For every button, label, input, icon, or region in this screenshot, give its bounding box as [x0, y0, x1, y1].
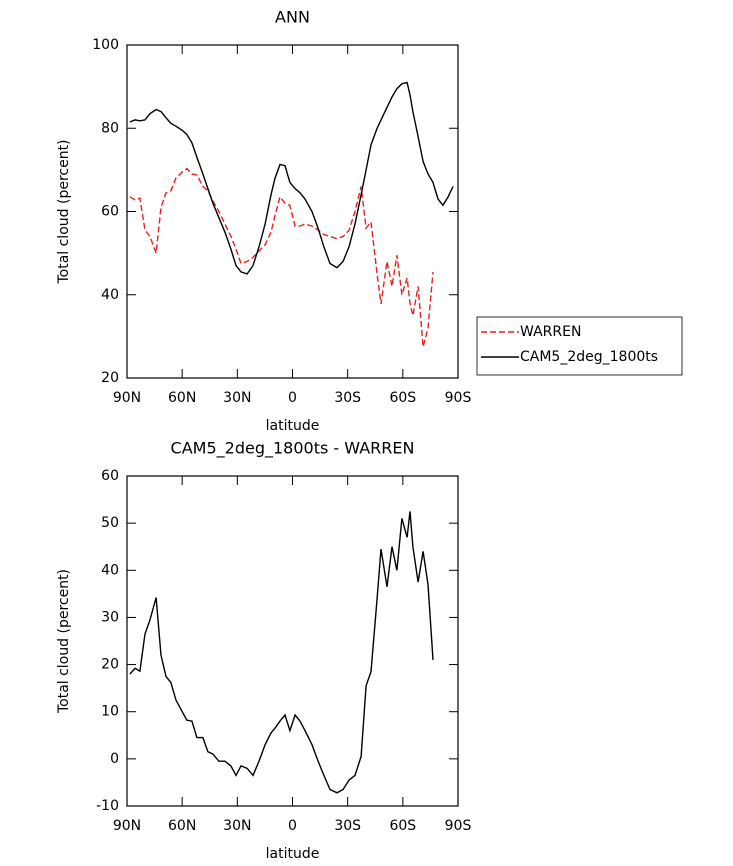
legend-label: CAM5_2deg_1800ts	[520, 349, 658, 365]
legend-label: WARREN	[520, 324, 581, 340]
data-line	[129, 511, 434, 794]
data-line	[129, 81, 454, 275]
x-tick-label: 0	[288, 818, 297, 834]
y-tick-label: 60	[101, 468, 119, 484]
y-tick-label: 0	[110, 751, 119, 767]
x-tick-label: 30N	[223, 818, 251, 834]
y-axis-label: Total cloud (percent)	[56, 569, 72, 714]
x-axis-label: latitude	[266, 418, 320, 434]
x-tick-label: 90N	[113, 390, 141, 406]
x-tick-label: 30S	[334, 818, 361, 834]
x-tick-label: 30S	[334, 390, 361, 406]
y-tick-label: 60	[101, 204, 119, 220]
y-tick-label: 20	[101, 370, 119, 386]
x-tick-label: 60N	[168, 390, 196, 406]
x-tick-label: 90S	[445, 818, 472, 834]
x-tick-label: 90S	[445, 390, 472, 406]
legend-box	[476, 316, 683, 376]
chart-title: CAM5_2deg_1800ts - WARREN	[171, 439, 415, 459]
y-tick-label: 80	[101, 120, 119, 136]
x-tick-label: 60N	[168, 818, 196, 834]
data-line	[129, 167, 434, 347]
y-tick-label: 40	[101, 287, 119, 303]
x-axis-label: latitude	[266, 846, 320, 862]
y-tick-label: -10	[96, 798, 119, 814]
y-tick-label: 100	[92, 37, 119, 53]
y-tick-label: 30	[101, 609, 119, 625]
y-tick-label: 40	[101, 562, 119, 578]
x-tick-label: 30N	[223, 390, 251, 406]
chart-title: ANN	[275, 8, 310, 27]
plot-frame	[126, 44, 459, 379]
y-tick-label: 20	[101, 657, 119, 673]
x-tick-label: 0	[288, 390, 297, 406]
x-tick-label: 90N	[113, 818, 141, 834]
x-tick-label: 60S	[389, 390, 416, 406]
y-tick-label: 50	[101, 515, 119, 531]
x-tick-label: 60S	[389, 818, 416, 834]
y-tick-label: 10	[101, 704, 119, 720]
y-axis-label: Total cloud (percent)	[56, 139, 72, 284]
